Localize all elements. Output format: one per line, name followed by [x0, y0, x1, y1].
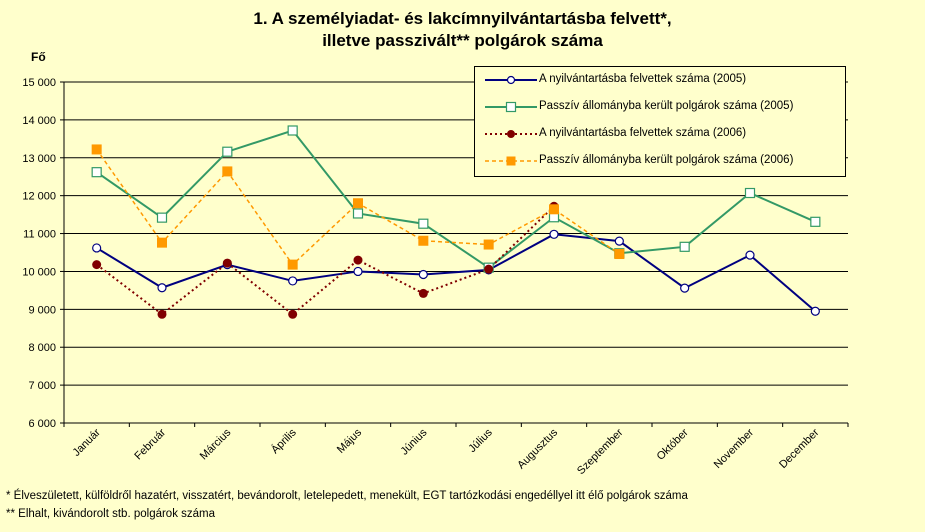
x-tick-label: Január — [71, 426, 104, 459]
y-tick-label: 9 000 — [28, 304, 56, 316]
x-tick-label: Március — [198, 426, 234, 462]
data-point-s3-4 — [353, 198, 363, 209]
data-point-s3-5 — [418, 235, 429, 246]
chart-title: 1. A személyiadat- és lakcímnyilvántartá… — [0, 8, 925, 52]
footnote-1: * Élveszületett, külföldről hazatért, vi… — [6, 490, 688, 502]
data-point-s0-3 — [288, 276, 298, 286]
y-tick-label: 12 000 — [22, 191, 56, 203]
data-point-s1-9 — [679, 241, 690, 252]
y-tick-label: 13 000 — [22, 153, 56, 165]
x-tick-label: Május — [335, 426, 365, 456]
x-tick-label: December — [777, 426, 822, 471]
data-point-s1-0 — [91, 167, 102, 178]
x-tick-label: Február — [132, 426, 168, 462]
data-point-s1-4 — [352, 208, 364, 219]
data-point-s2-6 — [484, 264, 494, 274]
legend-item-passziv-2005: Passzív állományba került polgárok száma… — [475, 97, 845, 117]
legend-label-felvettek-2006: A nyilvántartásba felvettek száma (2006) — [539, 127, 747, 139]
data-point-s0-4 — [353, 266, 363, 277]
legend-swatch-passziv-2005 — [485, 101, 537, 113]
legend-label-felvettek-2005: A nyilvántartásba felvettek száma (2005) — [539, 73, 747, 85]
legend-swatch-felvettek-2005 — [485, 75, 537, 85]
legend-item-felvettek-2005: A nyilvántartásba felvettek száma (2005) — [475, 70, 845, 90]
y-tick-label: 11 000 — [23, 229, 56, 241]
data-point-s0-10 — [745, 250, 755, 260]
x-tick-label: Április — [268, 426, 299, 457]
footnote-2: ** Elhalt, kivándorolt stb. polgárok szá… — [6, 508, 216, 520]
data-point-s3-8 — [614, 249, 625, 260]
data-point-s3-2 — [222, 166, 233, 177]
data-point-s0-5 — [418, 269, 428, 280]
legend-label-passziv-2005: Passzív állományba került polgárok száma… — [539, 100, 794, 112]
data-point-s0-9 — [680, 283, 690, 293]
legend-swatch-felvettek-2006 — [485, 130, 537, 138]
x-tick-label: Augusztus — [515, 426, 560, 471]
data-point-s3-6 — [483, 239, 494, 250]
data-point-s1-1 — [156, 212, 168, 223]
data-point-s3-1 — [157, 237, 167, 248]
legend-label-passziv-2006: Passzív állományba került polgárok száma… — [539, 154, 794, 166]
x-tick-label: Június — [398, 426, 429, 457]
data-point-s2-1 — [157, 309, 167, 319]
data-point-s2-4 — [353, 255, 363, 265]
y-tick-label: 8 000 — [28, 342, 56, 354]
y-tick-label: 6 000 — [28, 418, 56, 430]
data-point-s3-0 — [91, 144, 102, 155]
y-tick-label: 14 000 — [22, 115, 56, 127]
y-tick-label: 7 000 — [28, 380, 56, 392]
y-axis-unit-label: Fő — [31, 50, 46, 64]
data-point-s0-1 — [157, 283, 167, 293]
data-point-s0-7 — [549, 229, 559, 239]
y-tick-label: 10 000 — [22, 266, 56, 278]
x-tick-label: Szeptember — [575, 426, 626, 477]
data-point-s1-11 — [810, 216, 821, 227]
legend-swatch-passziv-2006 — [485, 156, 537, 166]
data-point-s2-2 — [222, 258, 232, 268]
legend: A nyilvántartásba felvettek száma (2005)… — [474, 66, 846, 177]
chart-title-line2: illetve passzivált** polgárok száma — [322, 31, 603, 50]
data-point-s2-3 — [288, 309, 298, 319]
legend-item-passziv-2006: Passzív állományba került polgárok száma… — [475, 151, 845, 171]
data-point-s1-3 — [287, 125, 298, 136]
chart-title-line1: 1. A személyiadat- és lakcímnyilvántartá… — [253, 9, 672, 28]
series-line-1 — [96, 129, 816, 269]
data-point-s1-2 — [222, 146, 233, 157]
data-point-s1-10 — [744, 187, 756, 199]
x-tick-label: Október — [655, 426, 691, 462]
data-point-s2-0 — [92, 260, 102, 270]
data-point-s3-3 — [287, 259, 298, 270]
data-point-s0-11 — [810, 306, 820, 316]
series-line-2 — [96, 205, 555, 316]
data-point-s0-0 — [92, 243, 102, 253]
data-point-s2-5 — [418, 288, 428, 298]
data-point-s3-7 — [549, 204, 559, 215]
legend-item-felvettek-2006: A nyilvántartásba felvettek száma (2006) — [475, 124, 845, 144]
x-tick-label: November — [712, 426, 757, 471]
data-point-s0-8 — [614, 236, 624, 246]
y-tick-label: 15 000 — [22, 77, 56, 89]
data-point-s1-5 — [418, 218, 429, 229]
series-line-0 — [96, 233, 816, 312]
x-tick-label: Július — [466, 426, 495, 455]
